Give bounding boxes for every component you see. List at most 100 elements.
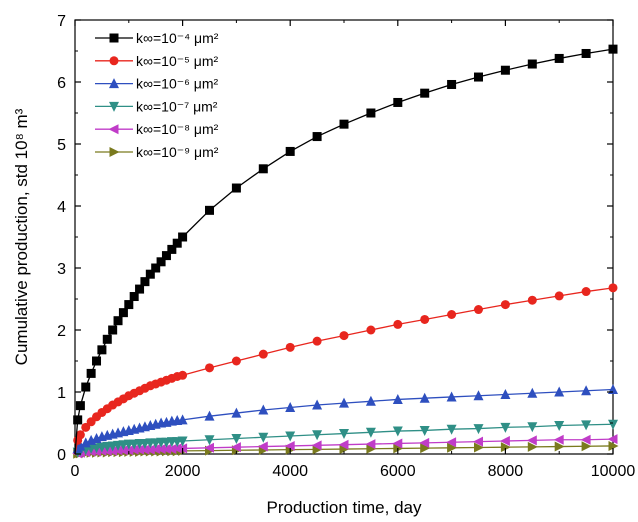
series-1-point (500, 65, 510, 75)
series-4-point (527, 422, 538, 433)
series-5-point (392, 438, 403, 449)
series-3-point (231, 407, 242, 418)
series-2-point (231, 356, 241, 366)
series-5-point (446, 437, 457, 448)
series-1-point (172, 238, 182, 248)
series-3-point (365, 395, 376, 406)
series-1-point (92, 356, 102, 366)
x-tick-label: 8000 (488, 463, 524, 480)
series-layer (72, 44, 619, 459)
series-4-point (177, 436, 188, 447)
series-1-point (285, 146, 295, 156)
series-5-point (139, 444, 150, 455)
legend-marker (109, 147, 120, 157)
legend: k∞=10⁻⁴ μm² k∞=10⁻⁵ μm² k∞=10⁻⁶ μm² k∞=10⁻⁷… (95, 30, 219, 160)
series-6-point (500, 442, 511, 453)
series-6-point (581, 441, 592, 452)
series-1-point (231, 183, 241, 193)
series-5-point (365, 439, 376, 450)
series-3-point (258, 404, 269, 415)
y-tick-label: 0 (57, 447, 66, 464)
series-6-point (447, 442, 458, 453)
series-1-point (581, 48, 591, 58)
series-3-point (204, 410, 215, 421)
legend-entry-4: k∞=10⁻⁷ μm² (95, 98, 218, 114)
series-1-point (161, 251, 171, 261)
series-2-point (205, 363, 214, 373)
series-5-point (204, 442, 214, 453)
series-2-point (366, 325, 376, 335)
y-tick-label: 6 (57, 75, 66, 92)
series-3-point (285, 402, 296, 412)
series-4-point (231, 434, 242, 444)
series-1-point (366, 108, 376, 118)
series-4-point (365, 427, 376, 438)
series-2-point (393, 319, 403, 329)
series-3-point (177, 414, 188, 425)
series-5-point (123, 445, 134, 456)
legend-entry-6: k∞=10⁻⁹ μm² (95, 144, 219, 160)
series-4-point (446, 424, 457, 435)
series-5-point (144, 444, 155, 455)
series-6-point (366, 443, 377, 454)
y-tick-label: 5 (57, 137, 66, 154)
series-6-point (474, 442, 484, 453)
series-2-point (285, 342, 295, 352)
series-3-point (581, 385, 592, 396)
y-tick-label: 4 (57, 199, 66, 216)
y-tick-label: 3 (57, 261, 66, 278)
series-5-point (107, 445, 118, 456)
series-5-point (150, 444, 161, 455)
legend-entry-3: k∞=10⁻⁶ μm² (95, 76, 218, 92)
series-1-point (156, 257, 166, 267)
series-5-point (128, 444, 139, 455)
series-1-point (102, 334, 112, 344)
series-3-point (554, 386, 565, 397)
series-5-point (419, 437, 430, 448)
series-6-point (420, 443, 431, 454)
series-1-point (608, 44, 618, 54)
legend-marker (109, 56, 119, 66)
legend-label: k∞=10⁻⁸ μm² (136, 121, 219, 137)
series-4-point (581, 420, 592, 431)
series-2-point (81, 422, 91, 432)
series-2-point (500, 300, 510, 310)
series-1-point (339, 119, 349, 129)
legend-entry-2: k∞=10⁻⁵ μm² (95, 53, 219, 69)
series-2-point (554, 291, 564, 301)
series-4-point (608, 419, 618, 430)
series-2-point (474, 305, 483, 315)
series-2-point (581, 287, 591, 297)
series-1-point (205, 205, 214, 215)
series-5-point (257, 441, 268, 452)
series-5-point (499, 435, 510, 446)
y-tick-label: 7 (57, 13, 66, 30)
series-4-point (312, 430, 323, 441)
legend-entry-1: k∞=10⁻⁴ μm² (95, 30, 219, 46)
series-5-point (155, 444, 166, 455)
series-3-point (392, 393, 403, 404)
series-1-point (75, 401, 85, 411)
series-1-point (124, 300, 134, 310)
legend-label: k∞=10⁻⁴ μm² (136, 30, 219, 46)
series-3-point (75, 440, 86, 451)
series-1-point (447, 79, 457, 89)
legend-marker (109, 33, 119, 43)
series-5-point (473, 436, 483, 447)
series-5-point (112, 445, 123, 456)
series-1-point (420, 88, 430, 98)
series-5-point (311, 440, 322, 451)
series-3-point (500, 388, 511, 399)
series-4-point (339, 429, 349, 440)
series-3-point (473, 390, 484, 401)
series-5-point (580, 434, 591, 445)
series-1-point (167, 244, 177, 254)
series-2-point (178, 370, 188, 380)
x-axis-label: Production time, day (267, 498, 422, 517)
series-1-point (312, 132, 322, 142)
series-1-point (393, 97, 403, 107)
legend-entry-5: k∞=10⁻⁸ μm² (95, 121, 219, 137)
legend-marker (109, 101, 119, 112)
series-1-point (258, 164, 268, 174)
